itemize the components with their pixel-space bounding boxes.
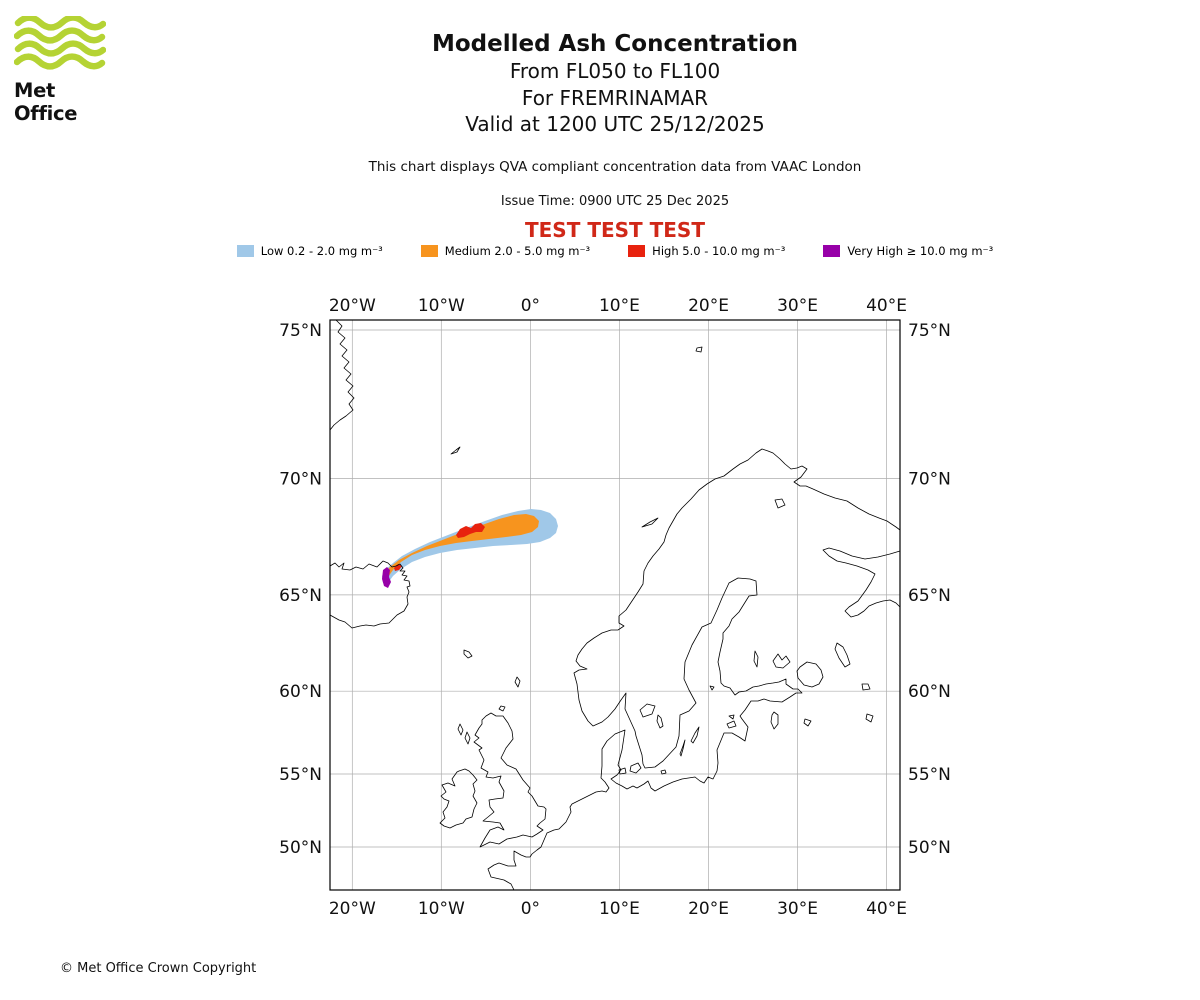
- coastline-path: [514, 676, 521, 688]
- coastline-path: [656, 714, 664, 729]
- lon-tick-label-bottom: 10°W: [418, 899, 465, 919]
- coastline-path: [709, 685, 715, 691]
- coastline-path: [796, 661, 824, 688]
- map-border: [329, 319, 901, 891]
- coastline-path: [770, 711, 779, 730]
- lon-tick-label-top: 10°W: [418, 296, 465, 316]
- lat-tick-label-left: 65°N: [279, 586, 322, 606]
- map-plot-area: [329, 319, 901, 891]
- lat-tick-label-right: 70°N: [908, 470, 951, 490]
- subtitle-valid-time: Valid at 1200 UTC 25/12/2025: [465, 112, 765, 136]
- lat-tick-label-left: 60°N: [279, 682, 322, 702]
- coastline-path: [498, 705, 506, 712]
- legend-swatch-medium: [420, 245, 438, 257]
- legend-item-very_high: Very High ≥ 10.0 mg m⁻³: [823, 244, 993, 258]
- met-office-logo: Met Office: [13, 14, 124, 125]
- coastline-path: [822, 547, 901, 618]
- coastline-path: [450, 446, 461, 455]
- legend-swatch-very_high: [823, 245, 841, 257]
- lat-tick-label-right: 60°N: [908, 682, 951, 702]
- lat-tick-label-right: 55°N: [908, 765, 951, 785]
- coastline-path: [329, 560, 411, 629]
- lon-tick-label-top: 10°E: [599, 296, 640, 316]
- coastline-path: [726, 720, 737, 729]
- lat-tick-label-right: 50°N: [908, 838, 951, 858]
- coastline-path: [641, 517, 659, 528]
- legend: Low 0.2 - 2.0 mg m⁻³ Medium 2.0 - 5.0 mg …: [30, 244, 1200, 258]
- lon-tick-label-bottom: 20°W: [329, 899, 376, 919]
- lon-tick-label-top: 40°E: [866, 296, 907, 316]
- lon-tick-label-top: 0°: [521, 296, 540, 316]
- coastline-path: [629, 762, 642, 774]
- header: Modelled Ash Concentration From FL050 to…: [315, 30, 915, 242]
- coastline-path: [695, 346, 703, 353]
- coastline-path: [329, 319, 355, 431]
- lon-tick-label-bottom: 20°E: [688, 899, 729, 919]
- plume-very_high: [382, 567, 391, 588]
- ash-concentration-map: 20°W 20°W 10°W 10°W 0° 0° 10°E 10°E 20°E 20°E 30°E…: [279, 296, 951, 919]
- coastline-path: [774, 498, 786, 509]
- plume-high: [456, 523, 485, 538]
- ash-plumes: [382, 509, 558, 588]
- coastline-path: [679, 739, 686, 757]
- lat-tick-label-left: 55°N: [279, 765, 322, 785]
- coastline-path: [861, 683, 871, 691]
- lon-tick-label-top: 30°E: [777, 296, 818, 316]
- axis-labels: 20°W 20°W 10°W 10°W 0° 0° 10°E 10°E 20°E 20°E 30°E…: [279, 296, 951, 919]
- lon-tick-label-top: 20°W: [329, 296, 376, 316]
- issue-time: Issue Time: 0900 UTC 25 Dec 2025: [500, 193, 730, 209]
- plume-medium: [384, 514, 539, 579]
- lon-tick-label-bottom: 10°E: [599, 899, 640, 919]
- lat-tick-label-right: 75°N: [908, 321, 951, 341]
- legend-label-high: High 5.0 - 10.0 mg m⁻³: [652, 244, 786, 258]
- coastline-path: [463, 649, 473, 659]
- lat-tick-label-left: 70°N: [279, 470, 322, 490]
- coastline-path: [753, 650, 759, 668]
- lon-tick-label-bottom: 40°E: [866, 899, 907, 919]
- legend-item-low: Low 0.2 - 2.0 mg m⁻³: [236, 244, 383, 258]
- qva-description: This chart displays QVA compliant concen…: [368, 158, 862, 175]
- chart-title: Modelled Ash Concentration: [431, 31, 799, 57]
- coastline-path: [772, 653, 791, 669]
- copyright-notice: © Met Office Crown Copyright: [60, 961, 257, 976]
- lat-tick-label-left: 50°N: [279, 838, 322, 858]
- legend-swatch-high: [628, 245, 646, 257]
- legend-label-medium: Medium 2.0 - 5.0 mg m⁻³: [444, 244, 591, 258]
- graticule: [330, 320, 900, 890]
- legend-label-very_high: Very High ≥ 10.0 mg m⁻³: [847, 244, 994, 258]
- lat-tick-label-right: 65°N: [908, 586, 951, 606]
- coastline-path: [618, 767, 627, 775]
- plume-high: [394, 564, 402, 571]
- coastline-path: [728, 714, 735, 720]
- coastline-path: [464, 731, 471, 745]
- coastline-path: [473, 712, 547, 848]
- coastline-path: [690, 726, 700, 744]
- coastline-path: [660, 769, 667, 775]
- legend-label-low: Low 0.2 - 2.0 mg m⁻³: [260, 244, 383, 258]
- coastline-path: [865, 713, 874, 723]
- lon-tick-label-bottom: 30°E: [777, 899, 818, 919]
- subtitle-volcano: For FREMRINAMAR: [521, 85, 709, 110]
- legend-item-medium: Medium 2.0 - 5.0 mg m⁻³: [420, 244, 591, 258]
- coastline-path: [639, 703, 656, 718]
- coastline-path: [487, 448, 901, 891]
- logo-waves-icon: [13, 14, 107, 70]
- coastline-path: [834, 642, 851, 668]
- coastline-path: [439, 768, 478, 829]
- subtitle-flight-levels: From FL050 to FL100: [509, 59, 721, 83]
- lat-tick-label-left: 75°N: [279, 321, 322, 341]
- legend-item-high: High 5.0 - 10.0 mg m⁻³: [628, 244, 785, 258]
- coastline-path: [457, 723, 464, 736]
- logo-text: Met Office: [14, 79, 78, 125]
- coastline-path: [803, 718, 812, 727]
- lon-tick-label-top: 20°E: [688, 296, 729, 316]
- lon-tick-label-bottom: 0°: [521, 899, 540, 919]
- test-banner: TEST TEST TEST: [525, 217, 705, 242]
- coastlines: [329, 319, 901, 891]
- legend-swatch-low: [236, 245, 254, 257]
